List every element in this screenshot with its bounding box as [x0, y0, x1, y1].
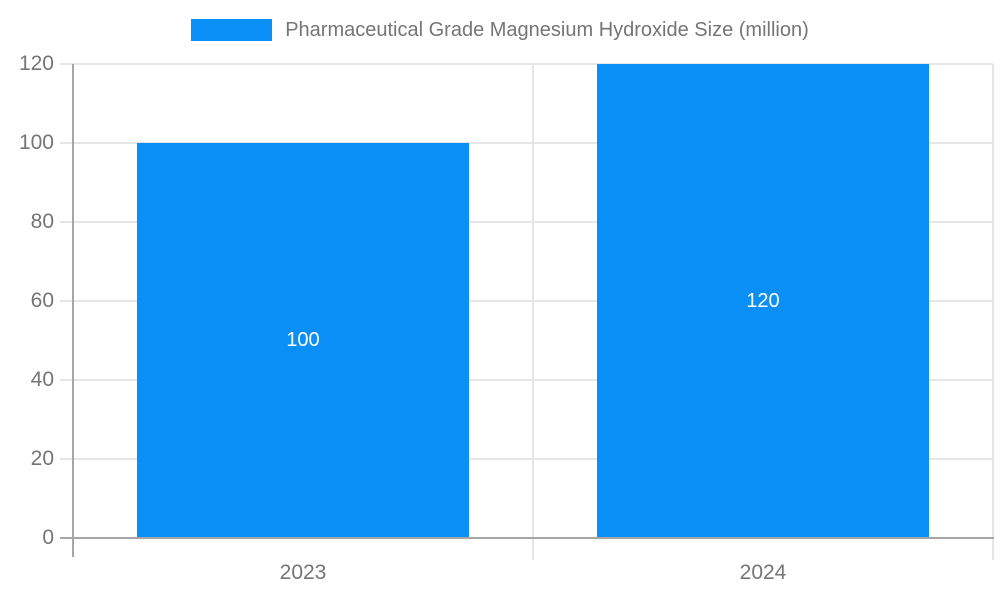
y-axis-tick-label: 0	[42, 526, 54, 549]
bar-value-label: 120	[746, 289, 780, 312]
y-gridline	[60, 458, 993, 460]
y-gridline	[60, 300, 993, 302]
y-gridline	[60, 379, 993, 381]
y-axis-line	[72, 64, 74, 557]
legend-label: Pharmaceutical Grade Magnesium Hydroxide…	[285, 18, 809, 41]
y-gridline	[60, 221, 993, 223]
y-axis-tick-label: 60	[30, 289, 54, 312]
bar-value-label: 100	[286, 329, 320, 351]
y-gridline	[60, 142, 993, 144]
y-axis-tick-label: 100	[18, 131, 54, 154]
y-gridline	[60, 63, 993, 65]
y-axis-tick-label: 120	[18, 52, 54, 75]
bar-2023[interactable]: 100	[137, 143, 469, 538]
legend-swatch-icon	[191, 19, 273, 41]
x-axis-category-label: 2024	[739, 561, 787, 584]
plot-right-border	[992, 64, 994, 560]
x-axis-category-label: 2023	[279, 561, 327, 584]
y-axis-tick-label: 40	[30, 368, 54, 391]
y-axis-tick-label: 20	[30, 447, 54, 470]
bar-2024[interactable]: 120	[597, 64, 929, 538]
legend: Pharmaceutical Grade Magnesium Hydroxide…	[0, 17, 1000, 43]
x-axis-line	[60, 537, 994, 539]
y-axis-tick-label: 80	[30, 210, 54, 233]
category-separator	[532, 64, 534, 560]
